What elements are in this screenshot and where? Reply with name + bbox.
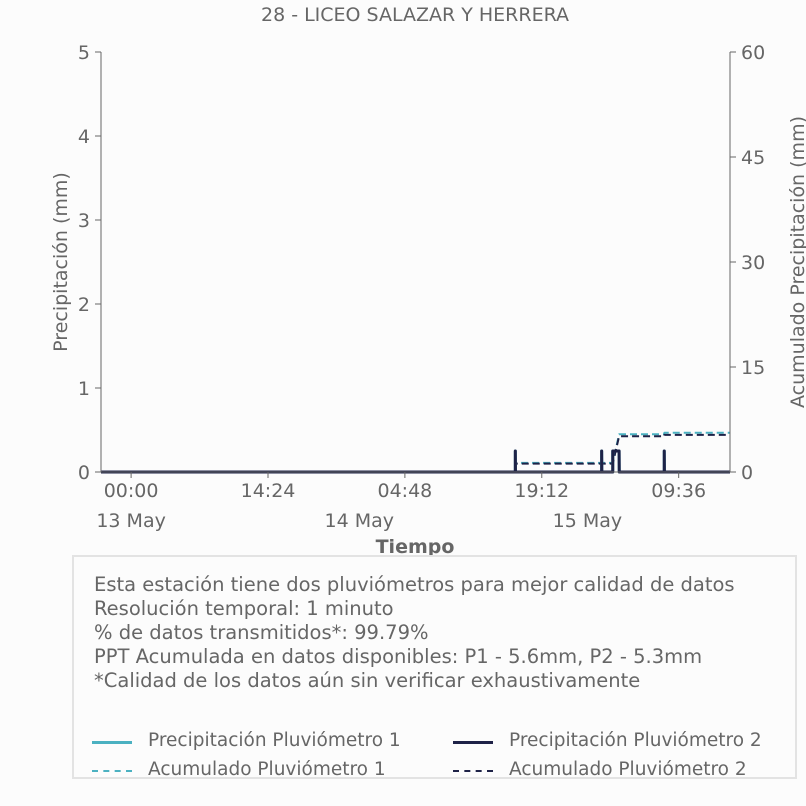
y2-tick-label: 60 bbox=[741, 42, 765, 64]
y-tick-label: 5 bbox=[78, 42, 90, 64]
y-tick-label: 2 bbox=[78, 294, 90, 316]
info-line-accumulated: PPT Acumulada en datos disponibles: P1 -… bbox=[94, 645, 703, 668]
x-date-label: 15 May bbox=[553, 510, 623, 532]
x-tick-label: 19:12 bbox=[514, 480, 569, 502]
y2-tick-label: 0 bbox=[741, 462, 753, 484]
y2-tick-label: 15 bbox=[741, 357, 765, 379]
legend-label-precip-2: Precipitación Pluviómetro 2 bbox=[509, 730, 762, 751]
y2-tick-label: 45 bbox=[741, 147, 765, 169]
x-tick-label: 00:00 bbox=[104, 480, 159, 502]
series-line-1 bbox=[101, 449, 730, 474]
legend-label-precip-1: Precipitación Pluviómetro 1 bbox=[148, 730, 401, 751]
x-tick-label: 14:24 bbox=[241, 480, 296, 502]
series-line-2 bbox=[101, 449, 730, 474]
chart-title: 28 - LICEO SALAZAR Y HERRERA bbox=[261, 4, 569, 26]
info-lines: Esta estación tiene dos pluviómetros par… bbox=[94, 573, 735, 693]
legend-swatch-precip-2 bbox=[453, 741, 493, 744]
y2-axis-label: Acumulado Precipitación (mm) bbox=[787, 116, 806, 408]
info-box: Esta estación tiene dos pluviómetros par… bbox=[72, 555, 797, 780]
y-tick-label: 1 bbox=[78, 378, 90, 400]
info-line-transmitted: % de datos transmitidos*: 99.79% bbox=[94, 621, 429, 644]
series-line-3 bbox=[101, 431, 730, 473]
y-axis-label: Precipitación (mm) bbox=[50, 172, 72, 352]
y-tick-label: 4 bbox=[78, 126, 90, 148]
series-line-4 bbox=[101, 433, 730, 473]
x-date-label: 14 May bbox=[325, 510, 395, 532]
x-axis-label: Tiempo bbox=[376, 536, 455, 558]
legend-label-acum-1: Acumulado Pluviómetro 1 bbox=[148, 759, 386, 780]
x-tick-label: 09:36 bbox=[651, 480, 706, 502]
y2-tick-label: 30 bbox=[741, 252, 765, 274]
chart: 28 - LICEO SALAZAR Y HERRERA 01234501530… bbox=[50, 4, 806, 558]
legend-swatch-acum-2 bbox=[453, 770, 493, 772]
info-line-stations: Esta estación tiene dos pluviómetros par… bbox=[94, 573, 735, 596]
legend-swatch-acum-1 bbox=[92, 770, 132, 772]
plot-area bbox=[101, 431, 730, 474]
y-tick-label: 0 bbox=[78, 462, 90, 484]
info-line-quality: *Calidad de los datos aún sin verificar … bbox=[94, 669, 641, 692]
x-tick-label: 04:48 bbox=[378, 480, 433, 502]
y-tick-label: 3 bbox=[78, 210, 90, 232]
legend-swatch-precip-1 bbox=[92, 741, 132, 744]
legend-label-acum-2: Acumulado Pluviómetro 2 bbox=[509, 759, 747, 780]
x-date-label: 13 May bbox=[96, 510, 166, 532]
info-line-resolution: Resolución temporal: 1 minuto bbox=[94, 597, 394, 620]
